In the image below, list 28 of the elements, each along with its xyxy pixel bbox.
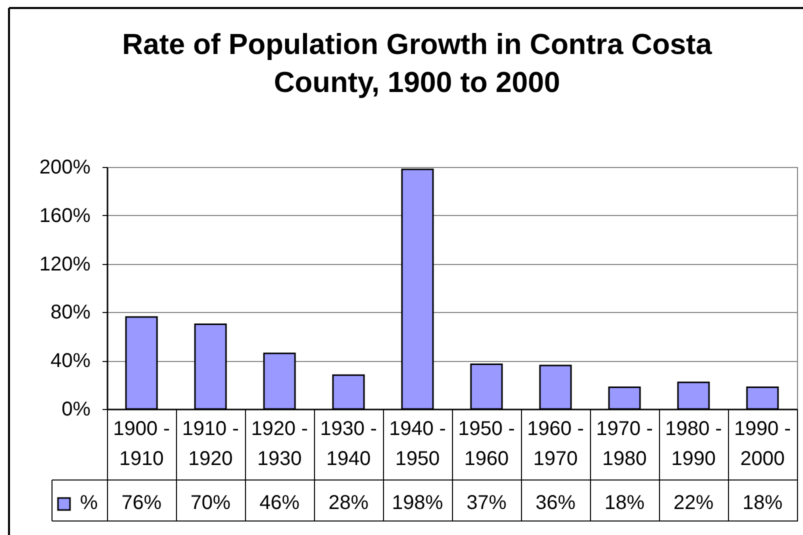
data-label: 76% [121,492,162,514]
data-label: 22% [673,492,714,514]
y-tick-label: 80% [50,302,91,324]
x-tick-label: 1900 - 1910 [113,418,170,470]
data-label: 36% [535,492,576,514]
x-tick-label: 1930 - 1940 [320,418,377,470]
chart-title: Rate of Population Growth in Contra Costa County, 1900 to 2000 [122,29,713,99]
y-tick-label: 120% [39,253,91,276]
y-tick-label: 0% [62,398,91,420]
x-tick-label: 1950 - 1960 [458,418,515,470]
x-tick-label: 1980 - 1990 [665,418,722,470]
x-tick-label: 1990 - 2000 [734,418,791,470]
x-tick-label: 1910 - 1920 [182,418,239,470]
y-tick-label: 160% [39,204,91,227]
data-label: 46% [259,492,300,514]
y-tick-label: 40% [50,350,91,372]
data-label: 198% [392,492,444,514]
y-tick-label: 200% [39,156,91,178]
x-tick-label: 1940 - 1950 [389,418,446,470]
data-label: 37% [466,492,507,514]
data-label: 18% [604,492,645,514]
data-label: 18% [742,492,783,514]
legend-label: % [80,492,98,514]
data-label: 28% [328,492,369,514]
data-label: 70% [190,492,231,514]
x-tick-label: 1920 - 1930 [251,418,308,470]
x-tick-label: 1960 - 1970 [527,418,584,470]
x-tick-label: 1970 - 1980 [596,418,653,470]
